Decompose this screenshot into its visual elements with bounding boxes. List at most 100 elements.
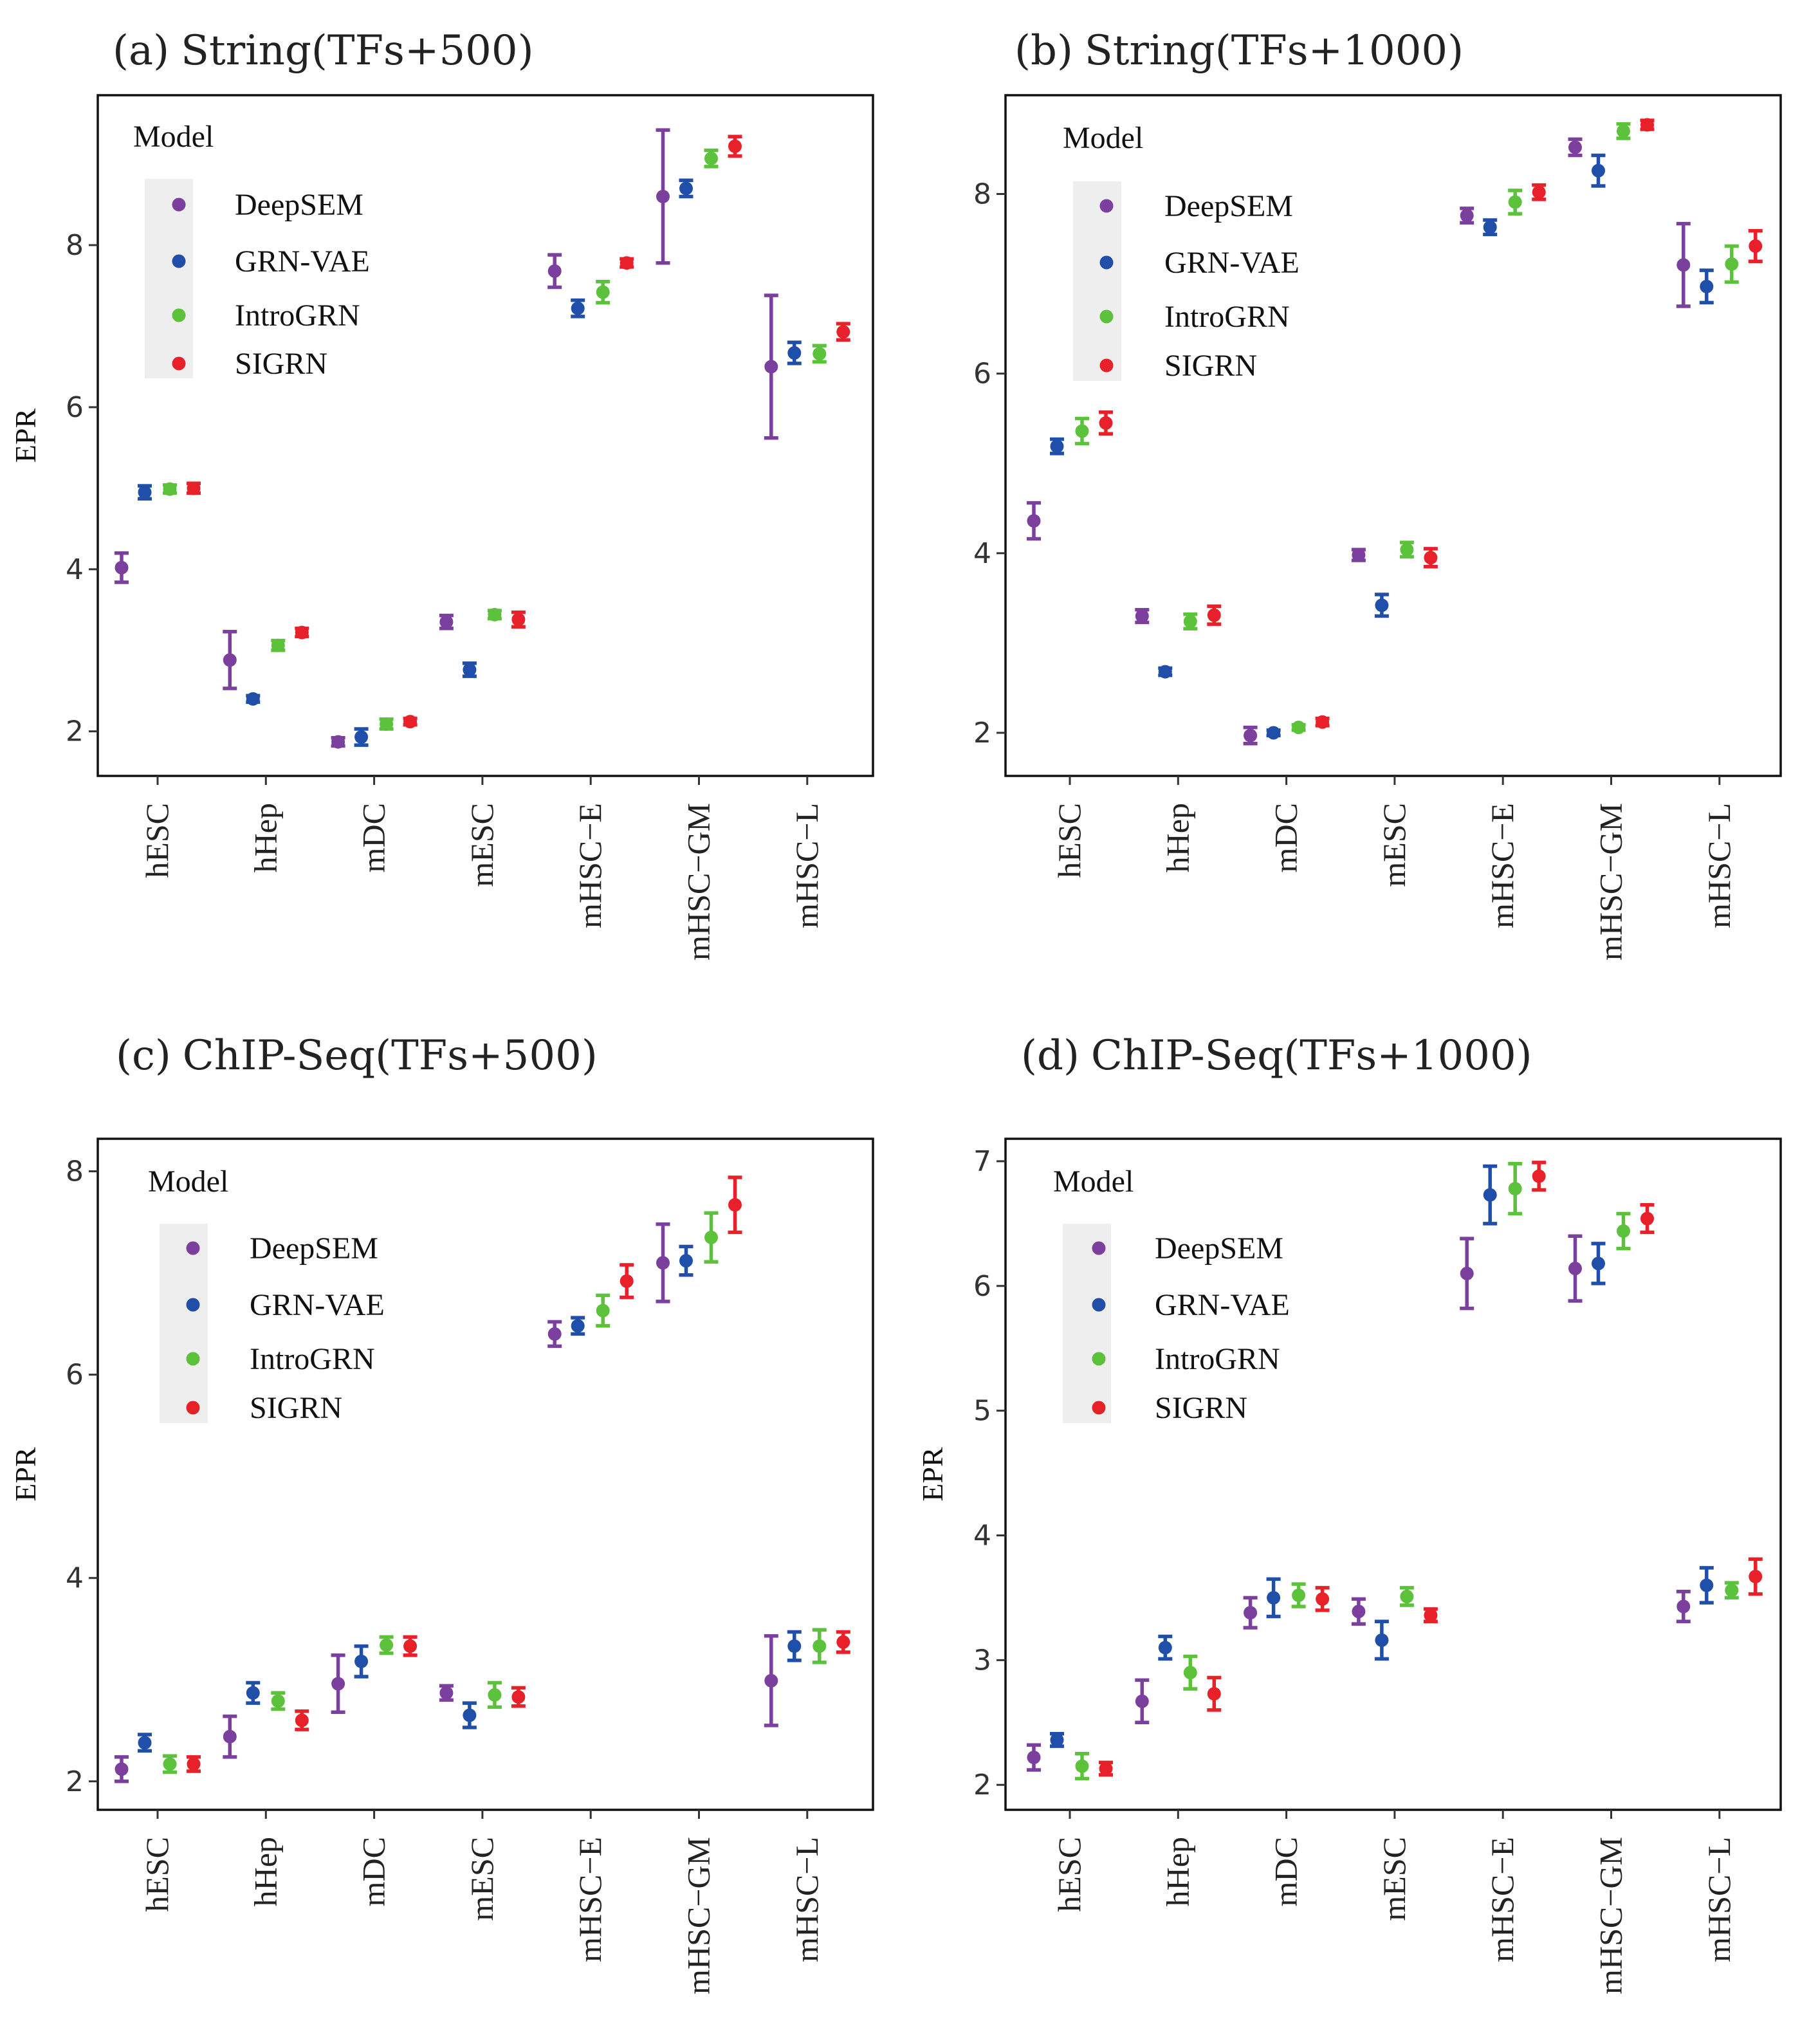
legend-key-grn-vae bbox=[1092, 1298, 1106, 1312]
x-tick-label: hHep bbox=[1159, 803, 1195, 872]
data-point-introgrn bbox=[1291, 1582, 1306, 1608]
mean-dot bbox=[223, 653, 237, 667]
panel-dataset: String(TFs+500) bbox=[181, 27, 533, 75]
mean-dot bbox=[1183, 614, 1197, 629]
data-point-grn-vae bbox=[1158, 1634, 1173, 1661]
mean-dot bbox=[1676, 1599, 1691, 1614]
mean-dot bbox=[511, 1690, 526, 1704]
mean-dot bbox=[1483, 1188, 1497, 1202]
data-point-grn-vae bbox=[571, 1316, 585, 1336]
data-point-grn-vae bbox=[462, 661, 477, 678]
mean-dot bbox=[1158, 665, 1172, 679]
mean-dot bbox=[704, 151, 718, 165]
panel-letter: (b) bbox=[1015, 27, 1073, 75]
data-point-introgrn bbox=[1183, 612, 1198, 631]
data-point-grn-vae bbox=[787, 1630, 802, 1662]
legend-label: SIGRN bbox=[1155, 1391, 1247, 1425]
plot-frame bbox=[96, 94, 874, 777]
legend-key-grn-vae bbox=[186, 1298, 200, 1312]
mean-dot bbox=[1183, 1666, 1197, 1680]
legend-key-deepsem bbox=[1092, 1241, 1106, 1255]
mean-dot bbox=[728, 1198, 742, 1212]
y-tick-label: 6 bbox=[973, 1270, 991, 1303]
data-point-grn-vae bbox=[462, 1701, 477, 1729]
legend: Model DeepSEM GRN-VAE IntroGRN SIGRN bbox=[133, 120, 370, 381]
x-tick-label: mDC bbox=[1268, 803, 1304, 872]
y-tick-label: 4 bbox=[66, 1562, 84, 1595]
data-point-sigrn bbox=[1532, 1161, 1547, 1192]
mean-dot bbox=[1725, 257, 1739, 271]
mean-dot bbox=[488, 1688, 502, 1702]
mean-dot bbox=[1568, 140, 1582, 154]
data-point-sigrn bbox=[728, 1175, 742, 1235]
y-tick-label: 8 bbox=[973, 178, 991, 211]
data-point-deepsem bbox=[1243, 725, 1258, 746]
data-point-introgrn bbox=[379, 717, 394, 731]
x-tick-label: mHSC−L bbox=[789, 1837, 825, 1962]
mean-dot bbox=[1050, 439, 1064, 454]
data-point-deepsem bbox=[1243, 1596, 1258, 1630]
legend-key-introgrn bbox=[1099, 309, 1114, 324]
mean-dot bbox=[163, 482, 177, 496]
mean-dot bbox=[547, 264, 562, 278]
data-point-introgrn bbox=[812, 344, 827, 364]
mean-dot bbox=[1424, 551, 1438, 565]
mean-dot bbox=[656, 1256, 670, 1270]
data-point-grn-vae bbox=[1374, 1619, 1389, 1661]
data-point-introgrn bbox=[812, 1628, 827, 1664]
data-point-grn-vae bbox=[1483, 1164, 1498, 1226]
mean-dot bbox=[138, 485, 152, 499]
mean-dot bbox=[246, 1686, 260, 1700]
data-point-sigrn bbox=[1315, 715, 1330, 729]
data-point-sigrn bbox=[620, 256, 634, 270]
mean-dot bbox=[163, 1757, 177, 1771]
legend-key-introgrn bbox=[186, 1352, 200, 1366]
legend-label: DeepSEM bbox=[1155, 1231, 1283, 1266]
y-tick-label: 4 bbox=[973, 1519, 991, 1552]
legend-label: GRN-VAE bbox=[1155, 1288, 1290, 1322]
mean-dot bbox=[571, 1319, 585, 1333]
mean-dot bbox=[1460, 1266, 1474, 1280]
mean-dot bbox=[1292, 1588, 1306, 1603]
mean-dot bbox=[1508, 195, 1522, 209]
mean-dot bbox=[115, 1762, 129, 1776]
data-point-introgrn bbox=[704, 148, 719, 169]
mean-dot bbox=[1316, 715, 1330, 729]
mean-dot bbox=[1749, 1569, 1763, 1583]
x-tick-label: mHSC−E bbox=[1484, 1837, 1520, 1962]
legend: Model DeepSEM GRN-VAE IntroGRN SIGRN bbox=[148, 1165, 385, 1425]
panel-letter: (d) bbox=[1021, 1032, 1079, 1080]
data-point-sigrn bbox=[836, 1630, 850, 1654]
mean-dot bbox=[331, 735, 345, 749]
mean-dot bbox=[1135, 609, 1149, 623]
data-point-introgrn bbox=[163, 482, 177, 496]
data-point-sigrn bbox=[1315, 1586, 1330, 1612]
legend-key-background bbox=[160, 1224, 208, 1423]
data-point-sigrn bbox=[1640, 1202, 1655, 1235]
data-point-grn-vae bbox=[1699, 268, 1714, 305]
legend-label: IntroGRN bbox=[1164, 300, 1290, 334]
mean-dot bbox=[1099, 416, 1113, 430]
x-tick-label: mHSC−L bbox=[789, 803, 825, 928]
y-tick-label: 2 bbox=[66, 715, 84, 748]
x-tick-label: mHSC−E bbox=[572, 803, 608, 928]
mean-dot bbox=[1352, 1605, 1366, 1619]
y-tick-label: 2 bbox=[66, 1765, 84, 1798]
data-point-grn-vae bbox=[1591, 1242, 1606, 1285]
data-point-introgrn bbox=[1399, 540, 1414, 559]
mean-dot bbox=[1316, 1592, 1330, 1606]
mean-dot bbox=[439, 1686, 454, 1700]
mean-dot bbox=[1617, 1224, 1630, 1238]
data-point-grn-vae bbox=[246, 1680, 261, 1705]
mean-dot bbox=[1244, 728, 1258, 742]
panel-dataset: ChIP-Seq(TFs+1000) bbox=[1091, 1032, 1532, 1080]
data-point-sigrn bbox=[1748, 1557, 1763, 1596]
mean-dot bbox=[380, 1638, 394, 1652]
data-point-introgrn bbox=[1291, 721, 1306, 735]
mean-dot bbox=[1592, 1257, 1605, 1271]
mean-dot bbox=[403, 715, 418, 729]
data-point-sigrn bbox=[836, 322, 850, 342]
panel-title: (c) ChIP-Seq(TFs+500) bbox=[116, 1032, 598, 1080]
data-point-sigrn bbox=[1748, 229, 1763, 263]
legend-label: DeepSEM bbox=[235, 188, 363, 222]
